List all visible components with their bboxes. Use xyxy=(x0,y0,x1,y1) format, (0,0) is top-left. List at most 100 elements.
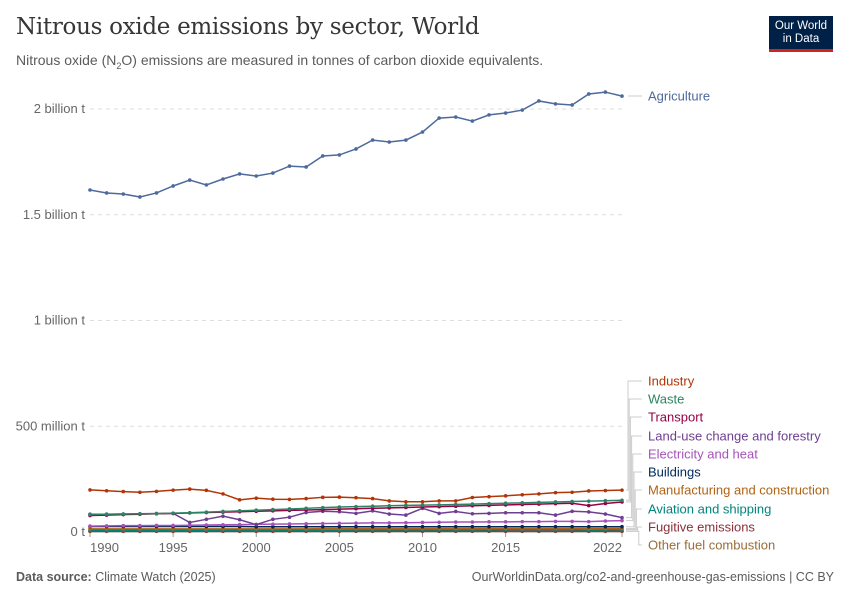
series-label[interactable]: Buildings xyxy=(648,465,701,480)
data-point xyxy=(404,503,408,508)
data-point xyxy=(586,524,591,529)
data-point xyxy=(204,488,209,493)
data-point xyxy=(437,503,441,507)
data-point xyxy=(437,116,441,120)
data-point xyxy=(537,492,541,496)
data-point xyxy=(370,521,375,525)
data-point xyxy=(204,510,209,514)
source-link[interactable]: Climate Watch (2025) xyxy=(95,570,216,584)
data-point xyxy=(586,510,591,514)
data-point xyxy=(354,524,358,529)
data-point xyxy=(453,499,458,503)
owid-logo[interactable]: Our World in Data xyxy=(769,16,833,52)
data-point xyxy=(570,499,574,504)
series-label[interactable]: Manufacturing and construction xyxy=(648,483,829,498)
series-line-agriculture xyxy=(89,91,623,198)
data-point xyxy=(254,496,259,500)
x-tick-label: 2005 xyxy=(325,540,354,555)
data-point xyxy=(337,153,342,157)
data-point xyxy=(370,138,375,142)
data-point xyxy=(520,524,525,529)
data-point xyxy=(271,507,275,512)
data-point xyxy=(503,494,508,498)
data-point xyxy=(237,172,242,176)
data-point xyxy=(154,511,159,516)
data-point xyxy=(387,140,392,144)
data-point xyxy=(620,515,624,520)
data-point xyxy=(404,524,408,529)
series-label[interactable]: Transport xyxy=(648,410,704,425)
data-point xyxy=(404,138,408,142)
data-point xyxy=(138,490,142,495)
data-point xyxy=(487,494,491,499)
data-point xyxy=(470,119,475,123)
y-tick-label: 2 billion t xyxy=(34,101,86,116)
data-point xyxy=(520,519,525,524)
data-point xyxy=(171,523,175,528)
series-label[interactable]: Electricity and heat xyxy=(648,447,758,462)
y-tick-label: 1 billion t xyxy=(34,313,86,328)
data-point xyxy=(121,523,126,528)
data-point xyxy=(88,524,92,528)
data-point xyxy=(603,524,608,529)
data-point xyxy=(437,499,441,503)
data-point xyxy=(187,487,192,491)
data-point xyxy=(503,111,508,115)
data-point xyxy=(138,523,142,528)
series-line-industry xyxy=(89,488,623,503)
data-point xyxy=(586,489,591,493)
data-point xyxy=(553,513,558,517)
data-point xyxy=(437,524,441,529)
data-point xyxy=(553,519,558,524)
data-point xyxy=(287,515,292,519)
data-point xyxy=(88,188,92,192)
data-point xyxy=(453,524,458,529)
series-label[interactable]: Agriculture xyxy=(648,89,710,104)
data-point xyxy=(553,524,558,529)
data-point xyxy=(187,520,192,525)
data-point xyxy=(570,524,574,529)
data-point xyxy=(520,108,525,112)
data-source: Data source: Climate Watch (2025) xyxy=(16,570,216,584)
data-point xyxy=(204,183,209,187)
data-point xyxy=(603,488,608,493)
data-point xyxy=(88,488,92,492)
data-point xyxy=(221,523,225,527)
data-point xyxy=(453,502,458,507)
data-point xyxy=(603,501,608,506)
data-point xyxy=(470,512,475,516)
data-point xyxy=(221,177,225,181)
data-point xyxy=(287,524,292,529)
data-point xyxy=(204,517,209,522)
data-point xyxy=(237,498,242,502)
data-point xyxy=(320,524,325,529)
series-label[interactable]: Land-use change and forestry xyxy=(648,429,821,444)
data-point xyxy=(271,517,275,522)
series-label[interactable]: Fugitive emissions xyxy=(648,520,755,535)
x-tick-label: 2022 xyxy=(593,540,622,555)
y-tick-label: 500 million t xyxy=(16,418,86,433)
data-point xyxy=(620,488,624,492)
label-connector xyxy=(626,416,642,503)
source-label: Data source: xyxy=(16,570,92,584)
series-label[interactable]: Aviation and shipping xyxy=(648,502,771,517)
data-point xyxy=(603,90,608,94)
data-point xyxy=(537,500,541,505)
data-point xyxy=(420,524,425,529)
series-label[interactable]: Waste xyxy=(648,392,684,407)
data-point xyxy=(221,509,225,514)
data-point xyxy=(304,165,308,169)
series-label[interactable]: Industry xyxy=(648,374,695,389)
data-point xyxy=(121,512,126,516)
data-point xyxy=(503,520,508,524)
data-point xyxy=(487,511,491,516)
data-point xyxy=(354,147,358,151)
data-point xyxy=(487,524,491,529)
series-label[interactable]: Other fuel combustion xyxy=(648,538,775,553)
data-point xyxy=(221,514,225,518)
data-point xyxy=(104,191,109,195)
url-license[interactable]: OurWorldinData.org/co2-and-greenhouse-ga… xyxy=(471,570,834,584)
data-point xyxy=(121,489,126,494)
data-point xyxy=(404,513,408,517)
